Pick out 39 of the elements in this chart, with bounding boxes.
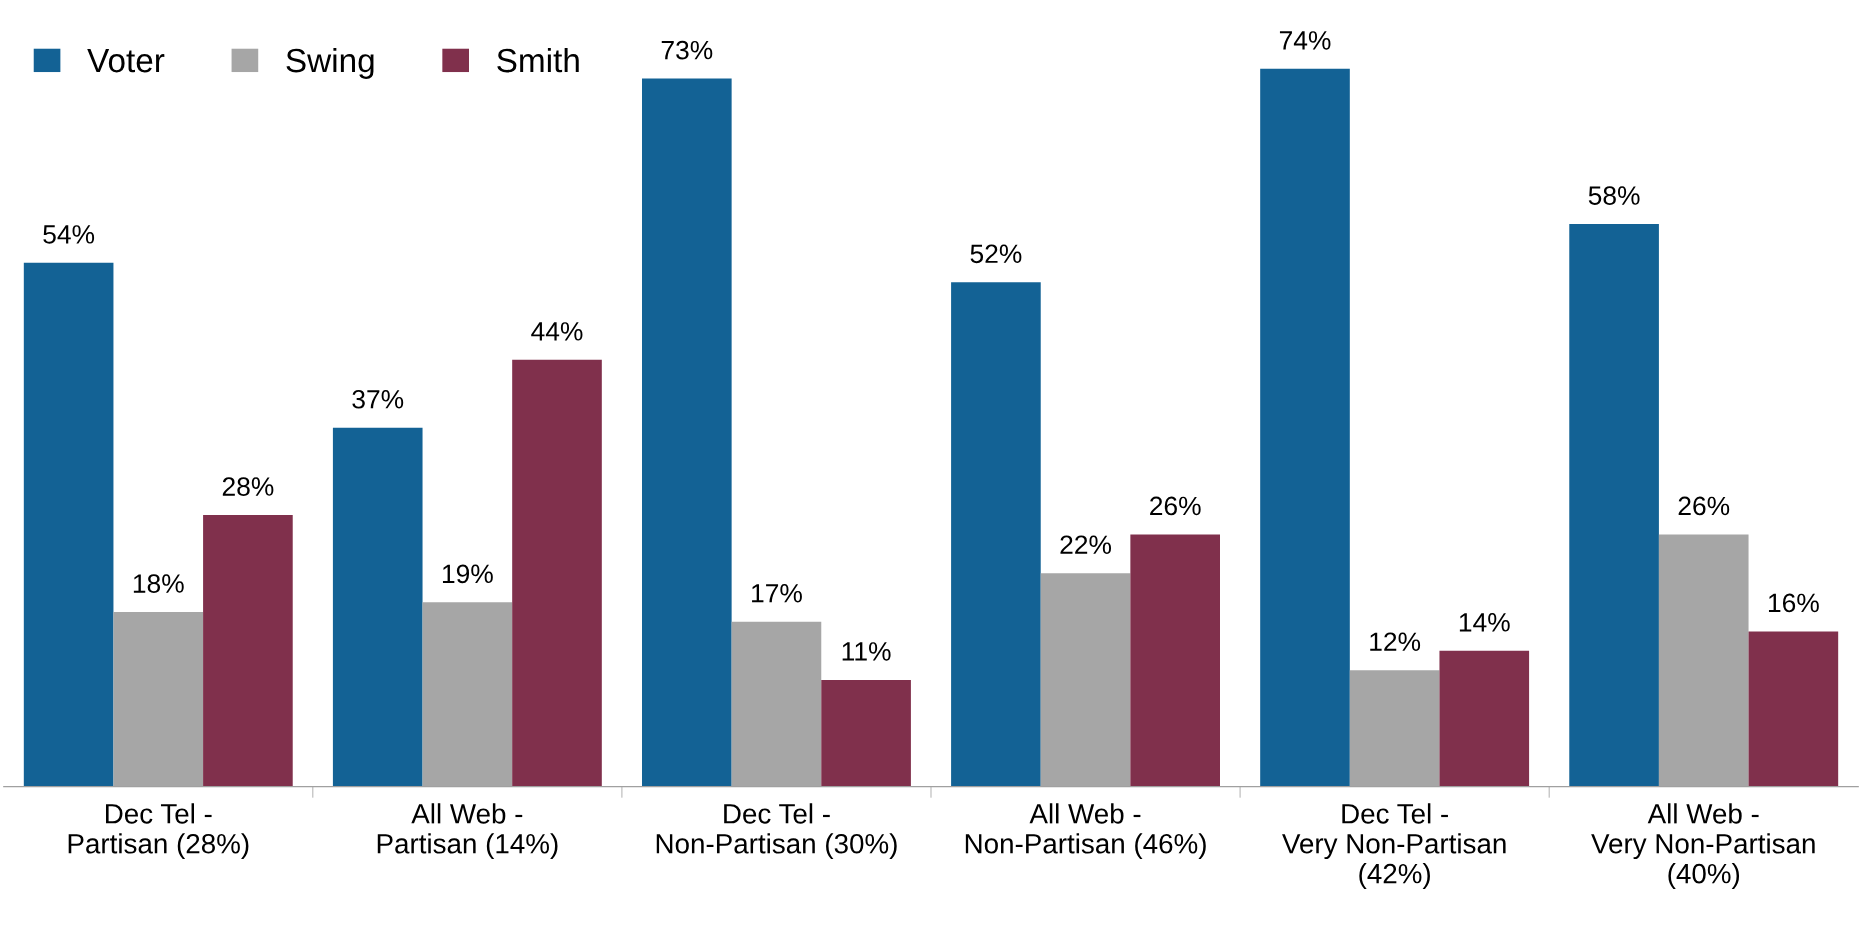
x-tick-label: All Web - Non-Partisan (46%) bbox=[965, 803, 1206, 860]
bar bbox=[821, 679, 911, 787]
data-label: 26% bbox=[1678, 496, 1730, 516]
bar bbox=[23, 262, 114, 787]
legend-label: Smith bbox=[497, 47, 579, 73]
data-label: 44% bbox=[531, 322, 583, 341]
x-tick-label: Dec Tel - Non-Partisan (30%) bbox=[656, 803, 897, 860]
bar bbox=[332, 427, 423, 787]
bar bbox=[1569, 224, 1659, 787]
data-label: 54% bbox=[43, 225, 95, 244]
data-label: 22% bbox=[1060, 535, 1112, 554]
data-label: 17% bbox=[752, 584, 802, 603]
bar bbox=[1439, 650, 1530, 787]
data-label: 11% bbox=[842, 642, 891, 661]
legend-label: Swing bbox=[286, 47, 374, 79]
x-tick-label: All Web - Very Non-Partisan (40%) bbox=[1591, 803, 1815, 889]
bar bbox=[1130, 534, 1220, 787]
data-label: 18% bbox=[133, 574, 184, 593]
x-tick-label: Dec Tel - Very Non-Partisan (42%) bbox=[1282, 803, 1506, 889]
x-tick-label: All Web - Partisan (14%) bbox=[377, 803, 558, 860]
bar bbox=[512, 359, 602, 787]
data-label: 12% bbox=[1370, 632, 1421, 651]
data-label: 52% bbox=[970, 244, 1022, 264]
bar bbox=[1748, 631, 1839, 787]
x-tick-label: Dec Tel - Partisan (28%) bbox=[68, 803, 249, 860]
data-label: 28% bbox=[222, 477, 274, 496]
bar bbox=[951, 282, 1041, 787]
data-label: 19% bbox=[442, 564, 493, 584]
data-label: 14% bbox=[1459, 613, 1510, 632]
legend-label: Voter bbox=[87, 49, 165, 73]
bar bbox=[1260, 68, 1350, 787]
bar bbox=[642, 78, 732, 787]
data-label: 26% bbox=[1150, 496, 1201, 516]
data-label: 74% bbox=[1279, 31, 1331, 50]
bar bbox=[203, 515, 293, 787]
data-label: 37% bbox=[352, 389, 404, 409]
data-label: 16% bbox=[1768, 593, 1819, 613]
data-label: 73% bbox=[661, 40, 713, 60]
data-label: 58% bbox=[1588, 186, 1640, 205]
